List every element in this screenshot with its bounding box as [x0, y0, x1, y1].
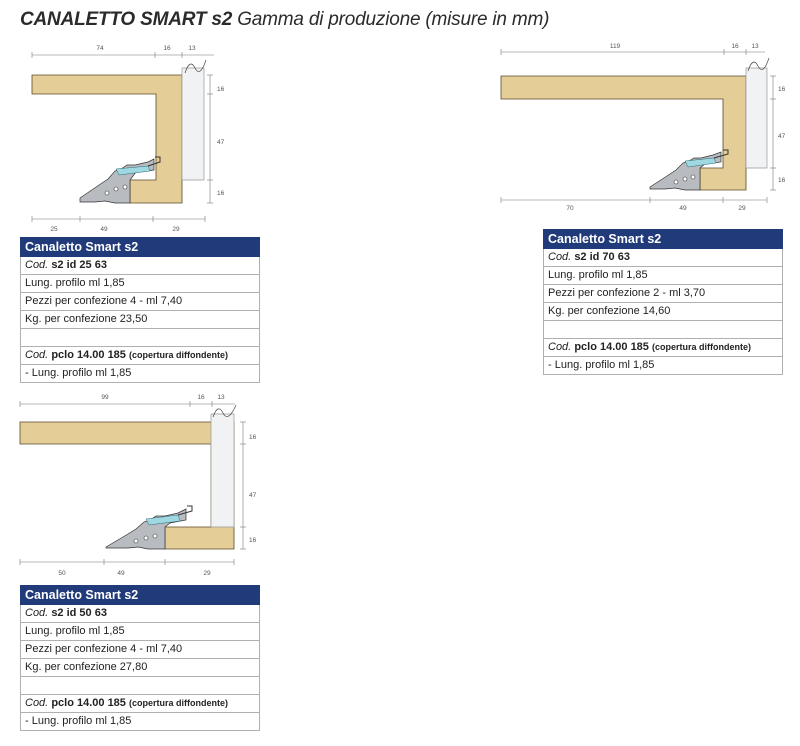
- spec-table-1: Canaletto Smart s2 Cod. s2 id 25 63 Lung…: [20, 237, 260, 383]
- dim-bottom-1: 70: [566, 205, 574, 212]
- product-code-row: Cod. s2 id 70 63: [543, 248, 783, 267]
- profile-drawing-2: 119 16 13 16 47 16 70 49 29: [500, 43, 786, 212]
- dim-bottom-2: 49: [100, 226, 108, 233]
- spec-row: Lung. profilo ml 1,85: [543, 266, 783, 285]
- dim-right-3: 16: [778, 177, 786, 184]
- spec-row: Lung. profilo ml 1,85: [20, 622, 260, 641]
- spec-table-3: Canaletto Smart s2 Cod. s2 id 50 63 Lung…: [20, 585, 260, 731]
- profile-drawing-3: 99 16 13 16 47 16 50 49 29: [19, 394, 257, 577]
- dim-top-1: 119: [610, 43, 621, 50]
- spec-row: Pezzi per confezione 4 - ml 7,40: [20, 292, 260, 311]
- spec-row: Kg. per confezione 27,80: [20, 658, 260, 677]
- cover-detail-row: - Lung. profilo ml 1,85: [543, 356, 783, 375]
- dim-top-2: 16: [163, 45, 171, 52]
- cover-code-row: Cod. pclo 14.00 185 (copertura diffonden…: [20, 694, 260, 713]
- table-header: Canaletto Smart s2: [20, 585, 260, 605]
- dim-right-1: 16: [778, 86, 786, 93]
- dim-right-1: 16: [249, 434, 257, 441]
- empty-row: [20, 328, 260, 347]
- dim-top-3: 13: [188, 45, 196, 52]
- table-header: Canaletto Smart s2: [20, 237, 260, 257]
- dim-bottom-2: 49: [117, 570, 125, 577]
- dim-top-3: 13: [751, 43, 759, 50]
- spec-row: Pezzi per confezione 2 - ml 3,70: [543, 284, 783, 303]
- dim-bottom-3: 29: [738, 205, 746, 212]
- product-code-row: Cod. s2 id 25 63: [20, 256, 260, 275]
- empty-row: [543, 320, 783, 339]
- dim-bottom-3: 29: [203, 570, 211, 577]
- dim-bottom-1: 50: [58, 570, 66, 577]
- dim-top-1: 99: [101, 394, 109, 401]
- dim-right-1: 16: [217, 86, 225, 93]
- dim-right-2: 47: [217, 139, 225, 146]
- cover-code-row: Cod. pclo 14.00 185 (copertura diffonden…: [543, 338, 783, 357]
- spec-row: Lung. profilo ml 1,85: [20, 274, 260, 293]
- dim-right-3: 16: [217, 190, 225, 197]
- empty-row: [20, 676, 260, 695]
- page-title: CANALETTO SMART s2 Gamma di produzione (…: [20, 9, 550, 30]
- dim-top-1: 74: [96, 45, 104, 52]
- dim-right-2: 47: [249, 492, 257, 499]
- dim-top-3: 13: [217, 394, 225, 401]
- dim-bottom-2: 49: [679, 205, 687, 212]
- spec-row: Kg. per confezione 14,60: [543, 302, 783, 321]
- dim-top-2: 16: [197, 394, 205, 401]
- spec-table-2: Canaletto Smart s2 Cod. s2 id 70 63 Lung…: [543, 229, 783, 375]
- spec-row: Kg. per confezione 23,50: [20, 310, 260, 329]
- profile-drawing-1: 74 16 13 16 47 16 25 49 29: [31, 45, 225, 233]
- dim-right-3: 16: [249, 537, 257, 544]
- table-header: Canaletto Smart s2: [543, 229, 783, 249]
- cover-code-row: Cod. pclo 14.00 185 (copertura diffonden…: [20, 346, 260, 365]
- product-code-row: Cod. s2 id 50 63: [20, 604, 260, 623]
- spec-row: Pezzi per confezione 4 - ml 7,40: [20, 640, 260, 659]
- dim-bottom-3: 29: [172, 226, 180, 233]
- dim-top-2: 16: [731, 43, 739, 50]
- dim-right-2: 47: [778, 133, 786, 140]
- cover-detail-row: - Lung. profilo ml 1,85: [20, 364, 260, 383]
- cover-detail-row: - Lung. profilo ml 1,85: [20, 712, 260, 731]
- dim-bottom-1: 25: [50, 226, 58, 233]
